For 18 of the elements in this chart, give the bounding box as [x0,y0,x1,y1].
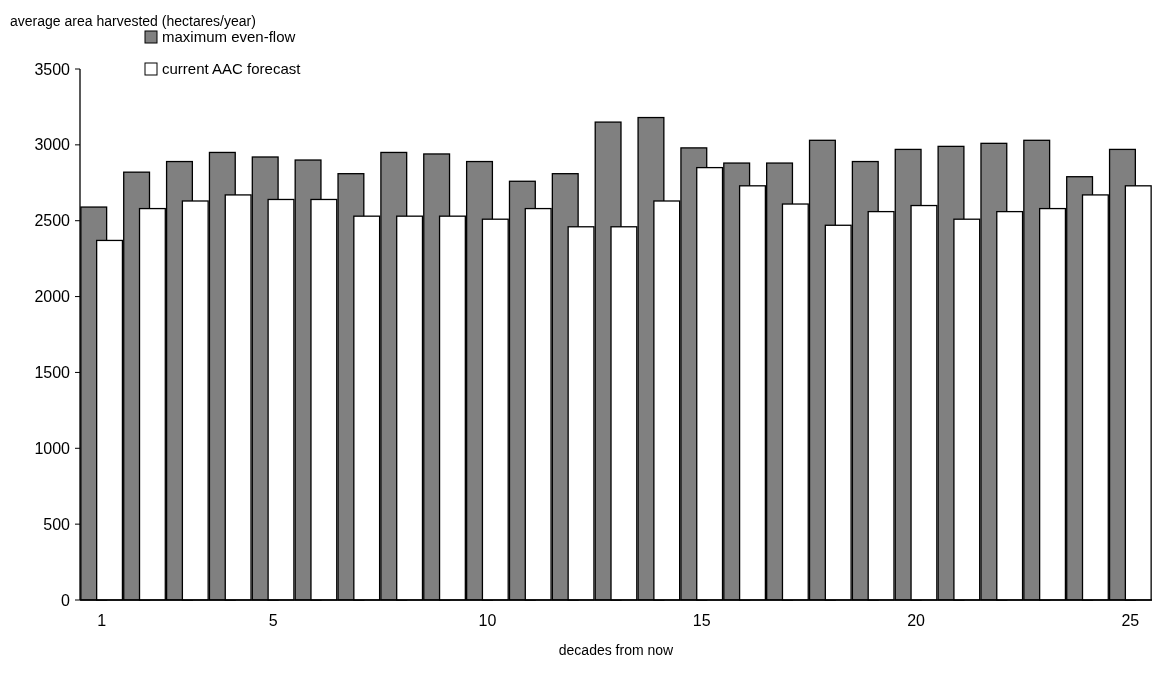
legend-label: current AAC forecast [162,60,302,77]
x-tick-label: 5 [268,612,278,629]
y-tick-label: 1500 [34,364,71,382]
y-tick-label: 2000 [34,288,71,306]
legend-label: maximum even-flow [162,28,296,45]
y-tick-label: 3500 [34,60,71,78]
x-tick-label: 15 [692,612,711,629]
y-tick-label: 1000 [34,439,71,457]
y-tick-label: 3000 [34,136,71,154]
x-tick-label: 1 [97,612,107,629]
y-tick-label: 500 [43,515,71,533]
x-tick-label: 10 [478,612,497,629]
y-tick-label: 2500 [34,212,71,230]
x-axis-title: decades from now [558,642,675,658]
x-tick-label: 20 [907,612,926,629]
y-tick-label: 0 [61,591,71,609]
x-tick-label: 25 [1121,612,1140,629]
y-axis-title: average area harvested (hectares/year) [10,13,256,29]
